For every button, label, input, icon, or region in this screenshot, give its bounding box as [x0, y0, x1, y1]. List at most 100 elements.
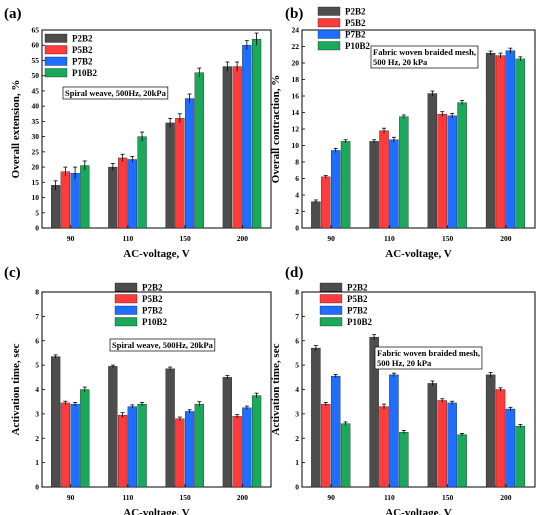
y-tick-label: 50	[32, 71, 40, 80]
x-tick-label: 110	[122, 234, 133, 243]
y-axis-title: Activation time, sec	[270, 343, 282, 435]
y-tick-label: 8	[35, 288, 39, 297]
y-tick-label: 35	[32, 117, 40, 126]
x-tick-label: 150	[180, 493, 192, 502]
y-tick-label: 65	[32, 26, 40, 35]
annotation-text: Spiral weave, 500Hz, 20kPa	[65, 88, 167, 98]
x-tick-label: 200	[237, 493, 249, 502]
x-axis-title: AC-voltage, V	[123, 248, 189, 260]
x-tick-label: 90	[67, 493, 75, 502]
bar-p10b2	[457, 102, 467, 229]
bar-p2b2	[311, 347, 321, 488]
y-tick-label: 10	[292, 141, 300, 150]
x-axis-title: AC-voltage, V	[385, 248, 451, 260]
legend-swatch	[114, 317, 138, 327]
annotation-text: Fabric woven braided mesh,	[377, 348, 480, 358]
bar-p10b2	[251, 38, 262, 229]
legend-swatch	[114, 305, 138, 315]
bar-p7b2	[242, 45, 252, 229]
bar-p2b2	[222, 66, 232, 229]
bar-p7b2	[389, 374, 399, 488]
bar-p5b2	[379, 406, 389, 488]
y-tick-label: 2	[295, 207, 299, 216]
x-tick-label: 200	[237, 234, 249, 243]
bar-p5b2	[175, 418, 185, 488]
y-tick-label: 8	[295, 288, 299, 297]
y-axis-title: Overall contraction, %	[270, 75, 282, 183]
bar-p10b2	[340, 141, 351, 229]
bar-p5b2	[437, 114, 447, 229]
plot-frame	[41, 29, 272, 229]
y-tick-label: 6	[35, 336, 39, 345]
y-tick-label: 30	[32, 132, 40, 141]
x-tick-label: 150	[180, 234, 192, 243]
y-tick-label: 14	[292, 108, 300, 117]
legend-swatch	[319, 317, 343, 327]
y-tick-label: 0	[35, 224, 39, 233]
bar-p10b2	[194, 72, 204, 229]
y-tick-label: 16	[292, 92, 300, 101]
bar-p2b2	[51, 356, 61, 488]
bar-p5b2	[60, 171, 70, 229]
x-tick-label: 150	[442, 234, 454, 243]
bar-p10b2	[340, 423, 351, 488]
legend-label: P7B2	[142, 306, 163, 316]
chart-panel-d: (d) 0 1 2 3 4 5 6 7 8 90 110 150 200 AC-voltage, V Acti…	[270, 265, 536, 515]
y-tick-label: 60	[32, 41, 40, 50]
bar-p5b2	[117, 414, 128, 488]
bar-p5b2	[117, 157, 128, 229]
bar-p10b2	[399, 116, 409, 229]
legend-swatch	[114, 294, 138, 304]
legend-swatch	[319, 305, 343, 315]
bar-p7b2	[330, 150, 341, 229]
bar-p5b2	[175, 118, 185, 229]
legend-label: P10B2	[347, 317, 373, 327]
bar-p10b2	[80, 165, 90, 229]
y-tick-label: 5	[35, 361, 39, 370]
bar-p10b2	[137, 136, 147, 229]
y-tick-label: 7	[295, 312, 299, 321]
bar-p2b2	[108, 166, 118, 229]
bar-p5b2	[437, 400, 447, 488]
annotation-text: Spiral weave, 500Hz, 20kPa	[112, 340, 214, 350]
bar-p10b2	[251, 395, 262, 488]
annotation-text: 500 Hz, 20 kPa	[373, 57, 428, 67]
legend-swatch	[317, 18, 341, 28]
legend-swatch	[319, 294, 343, 304]
legend-label: P7B2	[72, 57, 93, 67]
y-tick-label: 0	[35, 483, 39, 492]
legend-label: P2B2	[347, 283, 368, 293]
y-tick-label: 20	[32, 163, 40, 172]
legend-label: P10B2	[142, 317, 168, 327]
bar-p2b2	[427, 93, 438, 229]
y-tick-label: 4	[35, 385, 39, 394]
y-tick-label: 1	[35, 458, 39, 467]
bar-p2b2	[369, 141, 379, 229]
panel-label: (b)	[285, 6, 303, 22]
bar-p7b2	[447, 402, 457, 488]
y-tick-label: 4	[295, 191, 299, 200]
legend-swatch	[44, 45, 68, 55]
legend-label: P10B2	[72, 68, 98, 78]
bar-p7b2	[505, 408, 516, 488]
bar-p10b2	[457, 434, 467, 488]
legend-label: P7B2	[347, 306, 368, 316]
bar-p5b2	[60, 402, 70, 488]
y-tick-label: 15	[32, 178, 40, 187]
y-tick-label: 22	[292, 42, 300, 51]
bar-p5b2	[321, 176, 331, 229]
y-axis-title: Activation time, sec	[10, 343, 22, 435]
bar-p7b2	[389, 139, 399, 229]
x-tick-label: 110	[384, 234, 395, 243]
bar-p2b2	[108, 366, 118, 488]
chart-panel-c: (c) 0 1 2 3 4 5 6 7 8 90 110 150 200 AC-voltage, V Acti…	[4, 265, 272, 515]
annotation-text: Fabric woven braided mesh,	[373, 47, 476, 57]
x-tick-label: 90	[327, 234, 335, 243]
y-tick-label: 3	[295, 409, 299, 418]
legend-swatch	[317, 41, 341, 51]
bar-p7b2	[184, 98, 195, 229]
bar-p7b2	[70, 403, 80, 488]
bar-p7b2	[70, 173, 80, 229]
bar-p5b2	[495, 55, 506, 229]
y-tick-label: 55	[32, 56, 40, 65]
